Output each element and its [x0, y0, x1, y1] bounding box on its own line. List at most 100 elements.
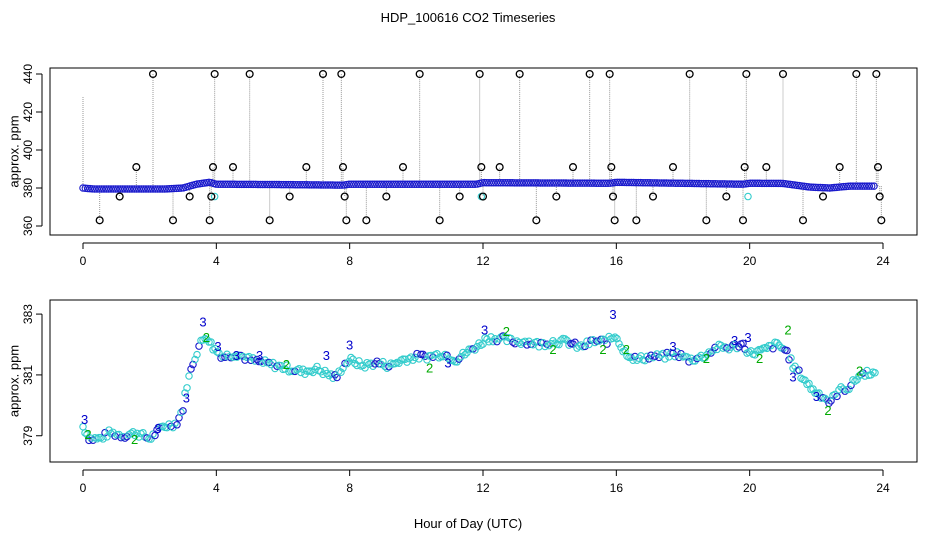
series-point [561, 335, 569, 343]
baseline-point [737, 180, 745, 188]
bottom-panel-y-axis-title: approx. ppm [7, 345, 22, 417]
label-mark: 2 [203, 330, 210, 345]
baseline-point [730, 180, 738, 188]
series-point [541, 342, 549, 351]
baseline-point [223, 180, 232, 189]
x-tick-label: 8 [346, 481, 353, 495]
baseline-point [394, 180, 402, 188]
series-point [459, 348, 467, 357]
baseline-point [464, 180, 472, 188]
series-point [455, 355, 463, 363]
baseline-point [594, 179, 603, 187]
series-point [845, 385, 853, 394]
baseline-point [718, 180, 727, 188]
baseline-point [153, 185, 162, 193]
flagged-point [435, 216, 444, 225]
baseline-point [265, 180, 274, 189]
baseline-point [613, 178, 622, 187]
baseline-point [235, 180, 244, 189]
baseline-point [242, 180, 251, 189]
series-point [825, 399, 833, 407]
label-mark: 3 [669, 339, 676, 354]
baseline-point [174, 184, 183, 192]
series-point [745, 348, 753, 356]
baseline-point [354, 180, 363, 188]
baseline-point [529, 179, 538, 187]
label-mark: 2 [703, 351, 710, 366]
baseline-point [762, 179, 771, 188]
baseline-point [356, 180, 365, 188]
series-point [81, 429, 89, 437]
flagged-point [607, 163, 616, 172]
baseline-point [130, 185, 139, 193]
flagged-point [207, 192, 216, 201]
baseline-point [769, 179, 778, 188]
series-point [185, 372, 193, 380]
baseline-point [415, 180, 423, 188]
baseline-point [510, 179, 519, 187]
baseline-point [632, 178, 640, 187]
baseline-point [111, 185, 120, 193]
series-point [337, 368, 345, 376]
series-point [179, 407, 187, 415]
baseline-point [291, 180, 300, 189]
baseline-point [828, 184, 836, 192]
alt-point [744, 192, 752, 201]
series-point [121, 434, 129, 442]
baseline-point [123, 185, 132, 193]
baseline-point [240, 180, 248, 189]
baseline-point [664, 179, 673, 187]
baseline-point [811, 183, 820, 192]
baseline-point [254, 180, 262, 189]
label-mark: 2 [84, 427, 91, 442]
series-point [849, 376, 857, 384]
baseline-point [412, 180, 421, 188]
baseline-point [776, 179, 785, 188]
y-tick-label: 383 [21, 304, 35, 324]
baseline-point [744, 179, 752, 188]
x-tick-label: 0 [80, 254, 87, 268]
flagged-point [132, 163, 141, 172]
baseline-point [683, 179, 692, 188]
baseline-point [214, 180, 223, 188]
flagged-point [778, 69, 788, 79]
baseline-point [713, 180, 722, 188]
baseline-point [258, 180, 267, 189]
baseline-point [326, 181, 335, 189]
baseline-point [562, 179, 570, 187]
baseline-point [870, 182, 878, 190]
baseline-point [531, 179, 540, 187]
series-point [487, 333, 495, 341]
baseline-point [107, 185, 115, 193]
flagged-point [148, 69, 158, 79]
baseline-point [160, 185, 169, 193]
baseline-point [170, 184, 178, 193]
baseline-point [471, 180, 479, 188]
bottom-panel-series [79, 332, 879, 445]
series-point [769, 344, 777, 353]
series-point [253, 355, 261, 364]
series-point [381, 362, 389, 371]
baseline-point [697, 179, 706, 188]
baseline-point [83, 184, 92, 193]
baseline-point [419, 180, 428, 188]
baseline-point [851, 182, 860, 190]
series-point [461, 350, 469, 359]
label-mark: 3 [214, 339, 221, 354]
baseline-point [151, 185, 160, 193]
flagged-point [873, 163, 883, 172]
baseline-point [662, 179, 671, 187]
baseline-point [310, 181, 318, 189]
label-mark: 3 [256, 348, 263, 363]
label-mark: 2 [784, 322, 791, 337]
baseline-point [618, 178, 626, 187]
baseline-point [429, 180, 437, 188]
baseline-point [814, 183, 822, 192]
baseline-point [627, 178, 636, 187]
series-point [565, 341, 573, 349]
baseline-point [289, 180, 297, 189]
baseline-point [398, 180, 407, 188]
baseline-point [279, 180, 288, 189]
label-mark: 2 [856, 363, 863, 378]
flagged-point [568, 163, 578, 172]
